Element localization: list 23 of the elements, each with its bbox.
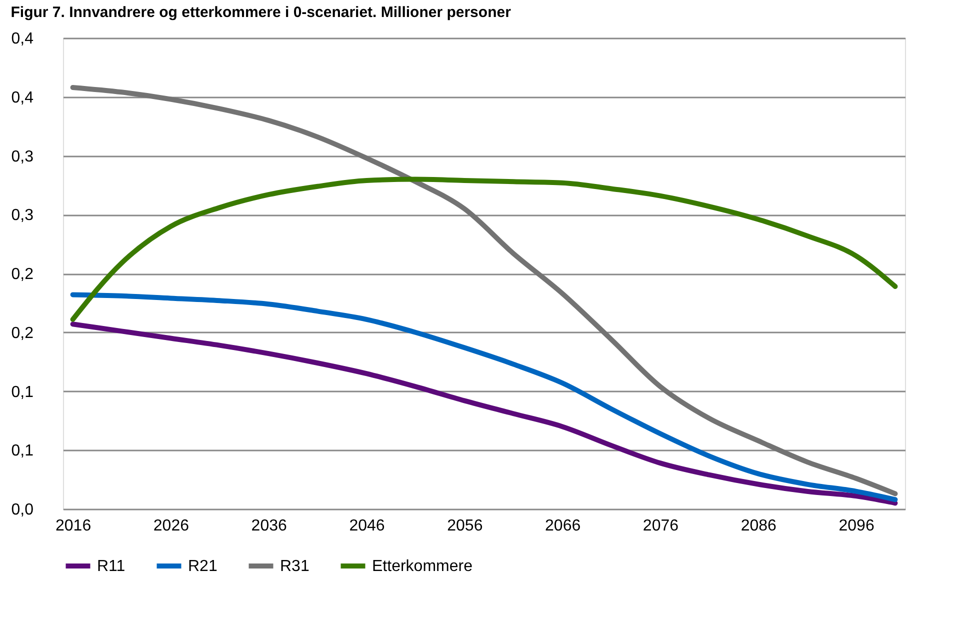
y-tick-label: 0,4 (11, 30, 34, 48)
y-tick-label: 0,2 (11, 324, 34, 342)
y-tick-label: 0,1 (11, 384, 34, 401)
y-tick-label: 0,1 (11, 442, 34, 460)
chart-title: Figur 7. Innvandrere og etterkommere i 0-scenariet. Millioner personer (10, 4, 512, 21)
x-tick-label: 2066 (545, 518, 581, 534)
x-tick-label: 2016 (55, 518, 92, 534)
y-tick-label: 0,0 (11, 502, 34, 518)
x-tick-label: 2026 (153, 518, 190, 534)
x-tick-label: 2036 (251, 518, 288, 534)
y-tick-label: 0,2 (11, 266, 34, 283)
x-tick-label: 2086 (740, 518, 777, 534)
legend-label: Etterkommere (372, 558, 473, 575)
y-tick-label: 0,3 (11, 148, 34, 166)
x-tick-label: 2076 (642, 518, 679, 534)
legend-label: R31 (280, 558, 310, 575)
legend-label: R11 (97, 558, 126, 575)
x-tick-label: 2046 (349, 518, 385, 534)
y-tick-label: 0,4 (11, 89, 34, 106)
y-tick-label: 0,3 (11, 207, 34, 224)
x-tick-label: 2096 (838, 518, 874, 534)
x-tick-label: 2056 (447, 518, 483, 534)
legend-label: R21 (188, 558, 218, 575)
